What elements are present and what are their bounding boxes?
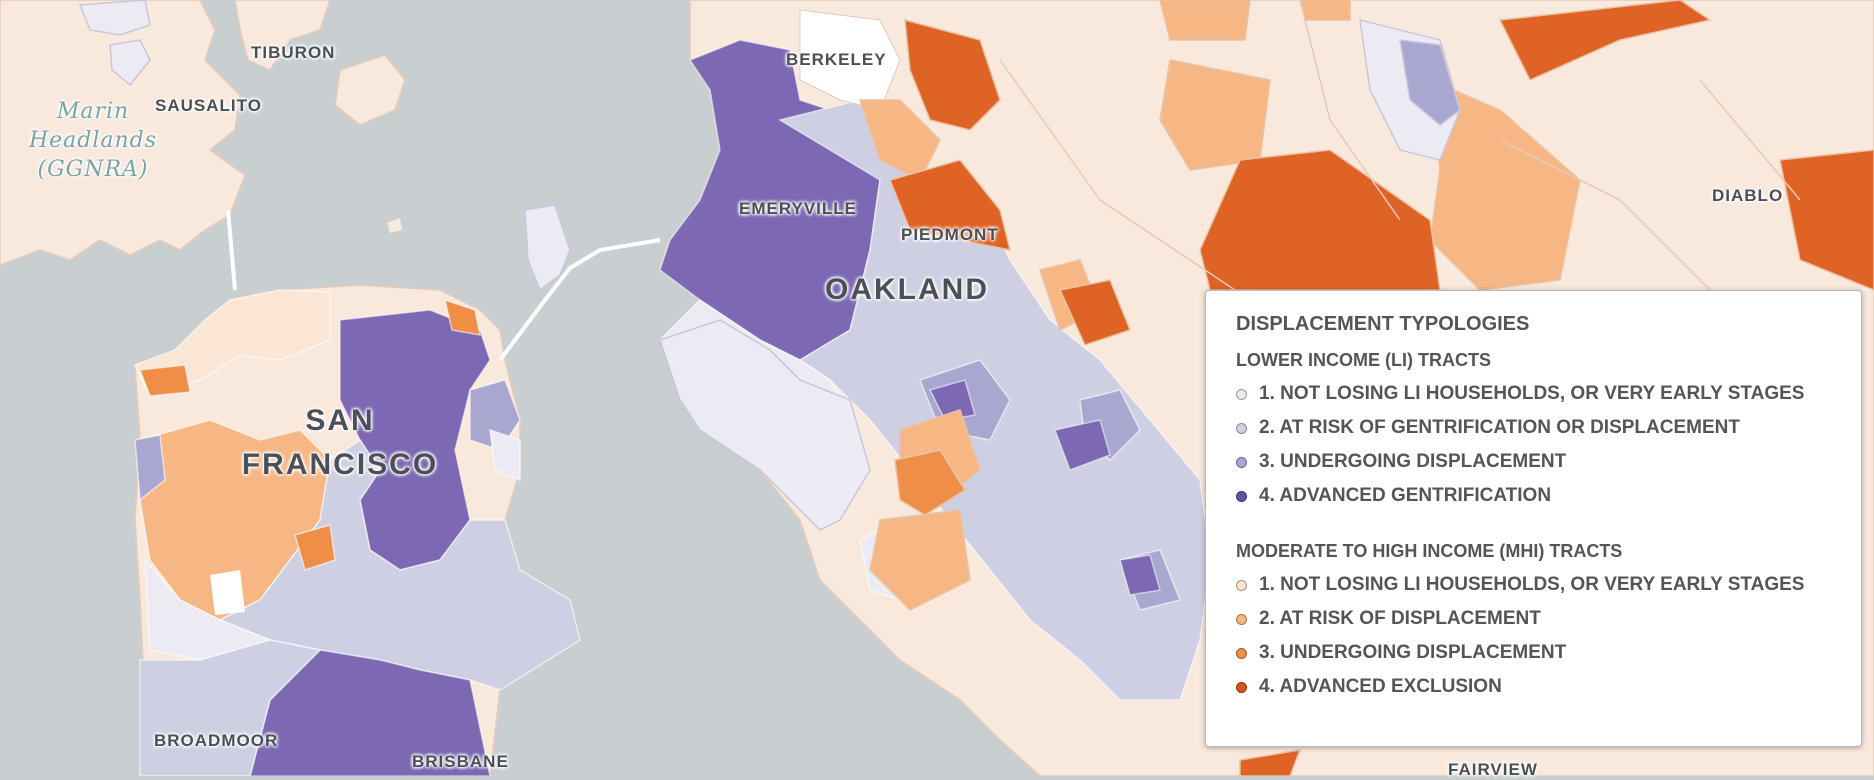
legend-swatch (1236, 579, 1247, 591)
alcatraz-island (387, 218, 402, 233)
place-label-brisbane: BRISBANE (412, 752, 509, 771)
yerba-buena-island (524, 204, 571, 292)
place-label-emeryville: EMERYVILLE (739, 199, 857, 218)
marin-line-1: Marin (56, 99, 130, 124)
marin-tract (78, 0, 151, 36)
sf-tract-white (210, 570, 245, 615)
legend-item-label: 4. ADVANCED GENTRIFICATION (1259, 485, 1552, 506)
legend-swatch (1236, 681, 1247, 693)
legend-li-header: LOWER INCOME (LI) TRACTS (1236, 350, 1491, 370)
legend-swatch (1236, 422, 1247, 434)
legend-item-label: 3. UNDERGOING DISPLACEMENT (1259, 642, 1567, 663)
legend-item: 4. ADVANCED EXCLUSION (1236, 670, 1831, 704)
legend-panel: DISPLACEMENT TYPOLOGIES LOWER INCOME (LI… (1205, 290, 1862, 747)
sf-tract-li-displacement (134, 379, 521, 502)
legend-swatch (1236, 456, 1247, 468)
legend-item: 2. AT RISK OF GENTRIFICATION OR DISPLACE… (1236, 411, 1831, 445)
legend-mhi-header: MODERATE TO HIGH INCOME (MHI) TRACTS (1236, 541, 1623, 561)
place-label-san-francisco: SAN FRANCISCO (225, 399, 455, 487)
place-label-sausalito: SAUSALITO (155, 96, 262, 115)
place-label-berkeley: BERKELEY (786, 50, 887, 69)
marin-line-3: (GGNRA) (37, 157, 149, 182)
legend-item-label: 2. AT RISK OF DISPLACEMENT (1259, 608, 1541, 629)
legend-swatch (1236, 613, 1247, 625)
place-label-tiburon: TIBURON (251, 43, 336, 62)
legend-item-label: 2. AT RISK OF GENTRIFICATION OR DISPLACE… (1259, 417, 1740, 438)
legend-item: 4. ADVANCED GENTRIFICATION (1236, 479, 1831, 513)
legend-item: 1. NOT LOSING LI HOUSEHOLDS, OR VERY EAR… (1236, 377, 1831, 411)
sf-line-1: SAN (305, 404, 375, 437)
legend-spacer (1236, 513, 1831, 541)
bay-bridge (498, 238, 661, 362)
legend-item: 2. AT RISK OF DISPLACEMENT (1236, 602, 1831, 636)
sf-tract-south-risk (139, 639, 322, 776)
legend-item-label: 1. NOT LOSING LI HOUSEHOLDS, OR VERY EAR… (1259, 383, 1805, 404)
marin-line-2: Headlands (28, 128, 158, 153)
sf-tract-mhi-undergoing (138, 298, 481, 571)
east-bay-li-gentrification-pockets (928, 379, 1161, 596)
place-label-fairview: FAIRVIEW (1448, 760, 1538, 779)
legend-swatch (1236, 647, 1247, 659)
place-label-piedmont: PIEDMONT (901, 225, 999, 244)
sf-tract-li-risk (218, 438, 581, 691)
belvedere-island (109, 39, 151, 87)
tiburon-land (234, 0, 331, 71)
legend-item-label: 4. ADVANCED EXCLUSION (1259, 676, 1502, 697)
place-label-oakland: OAKLAND (825, 273, 989, 306)
legend-swatch (1236, 388, 1247, 400)
legend-swatch (1236, 490, 1247, 502)
legend-item-label: 3. UNDERGOING DISPLACEMENT (1259, 451, 1567, 472)
roads (999, 0, 1801, 501)
golden-gate-bridge (226, 209, 237, 291)
angel-island (334, 54, 406, 126)
legend-item: 3. UNDERGOING DISPLACEMENT (1236, 445, 1831, 479)
legend-title: DISPLACEMENT TYPOLOGIES (1236, 313, 1530, 335)
legend-item: 3. UNDERGOING DISPLACEMENT (1236, 636, 1831, 670)
place-label-broadmoor: BROADMOOR (154, 731, 279, 750)
east-bay-li-displacement-east (1399, 39, 1461, 126)
place-label-marin-headlands: Marin Headlands (GGNRA) (23, 97, 163, 184)
marin-land (0, 0, 246, 266)
sf-line-2: FRANCISCO (241, 448, 439, 481)
place-label-diablo: DIABLO (1712, 186, 1784, 205)
alameda-island (659, 319, 871, 531)
legend-item-label: 1. NOT LOSING LI HOUSEHOLDS, OR VERY EAR… (1259, 574, 1805, 595)
legend-item: 1. NOT LOSING LI HOUSEHOLDS, OR VERY EAR… (1236, 568, 1831, 602)
